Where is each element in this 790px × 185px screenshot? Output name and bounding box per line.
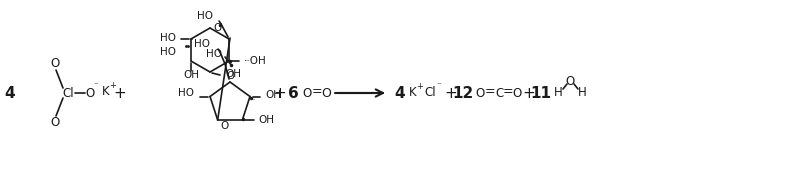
Text: ··: ·· [189, 37, 194, 43]
Text: H: H [577, 85, 586, 98]
Text: ·: · [252, 97, 254, 104]
Text: =: = [312, 85, 322, 98]
Text: =: = [485, 85, 495, 98]
Text: +: + [445, 85, 457, 100]
Text: 11: 11 [531, 85, 551, 100]
Text: HO: HO [160, 33, 176, 43]
Text: OH: OH [225, 69, 241, 79]
Text: +: + [114, 85, 126, 100]
Text: K: K [102, 85, 110, 97]
Text: OH: OH [265, 90, 281, 100]
Text: ⁻: ⁻ [94, 82, 99, 90]
Text: O: O [303, 87, 311, 100]
Text: OH: OH [258, 115, 274, 125]
Text: OH: OH [183, 70, 199, 80]
Text: O: O [566, 75, 574, 88]
Text: 6: 6 [288, 85, 299, 100]
Text: O: O [213, 23, 221, 33]
Text: 4: 4 [5, 85, 15, 100]
Text: 4: 4 [395, 85, 405, 100]
Text: H: H [554, 85, 562, 98]
Text: O: O [321, 87, 331, 100]
Text: Cl: Cl [62, 87, 73, 100]
Text: HO: HO [194, 39, 210, 49]
Text: O: O [513, 87, 521, 100]
Text: HO: HO [178, 88, 194, 97]
Text: HO: HO [197, 11, 213, 21]
Text: O: O [51, 56, 59, 70]
Text: O: O [476, 87, 484, 100]
Text: O: O [85, 87, 95, 100]
Text: =: = [502, 85, 514, 98]
Text: O: O [51, 117, 59, 130]
Text: Cl: Cl [424, 85, 436, 98]
Text: O: O [226, 71, 234, 81]
Text: +: + [416, 82, 423, 90]
Text: 12: 12 [453, 85, 474, 100]
Text: K: K [409, 85, 417, 98]
Text: HO: HO [206, 49, 222, 59]
Text: O: O [220, 121, 229, 131]
Text: C: C [495, 87, 503, 100]
Text: +: + [273, 85, 287, 100]
Text: ⁻: ⁻ [437, 82, 442, 90]
Text: HO: HO [160, 47, 176, 57]
Text: ··OH: ··OH [244, 56, 267, 66]
Text: +: + [110, 80, 116, 90]
Text: +: + [523, 85, 536, 100]
